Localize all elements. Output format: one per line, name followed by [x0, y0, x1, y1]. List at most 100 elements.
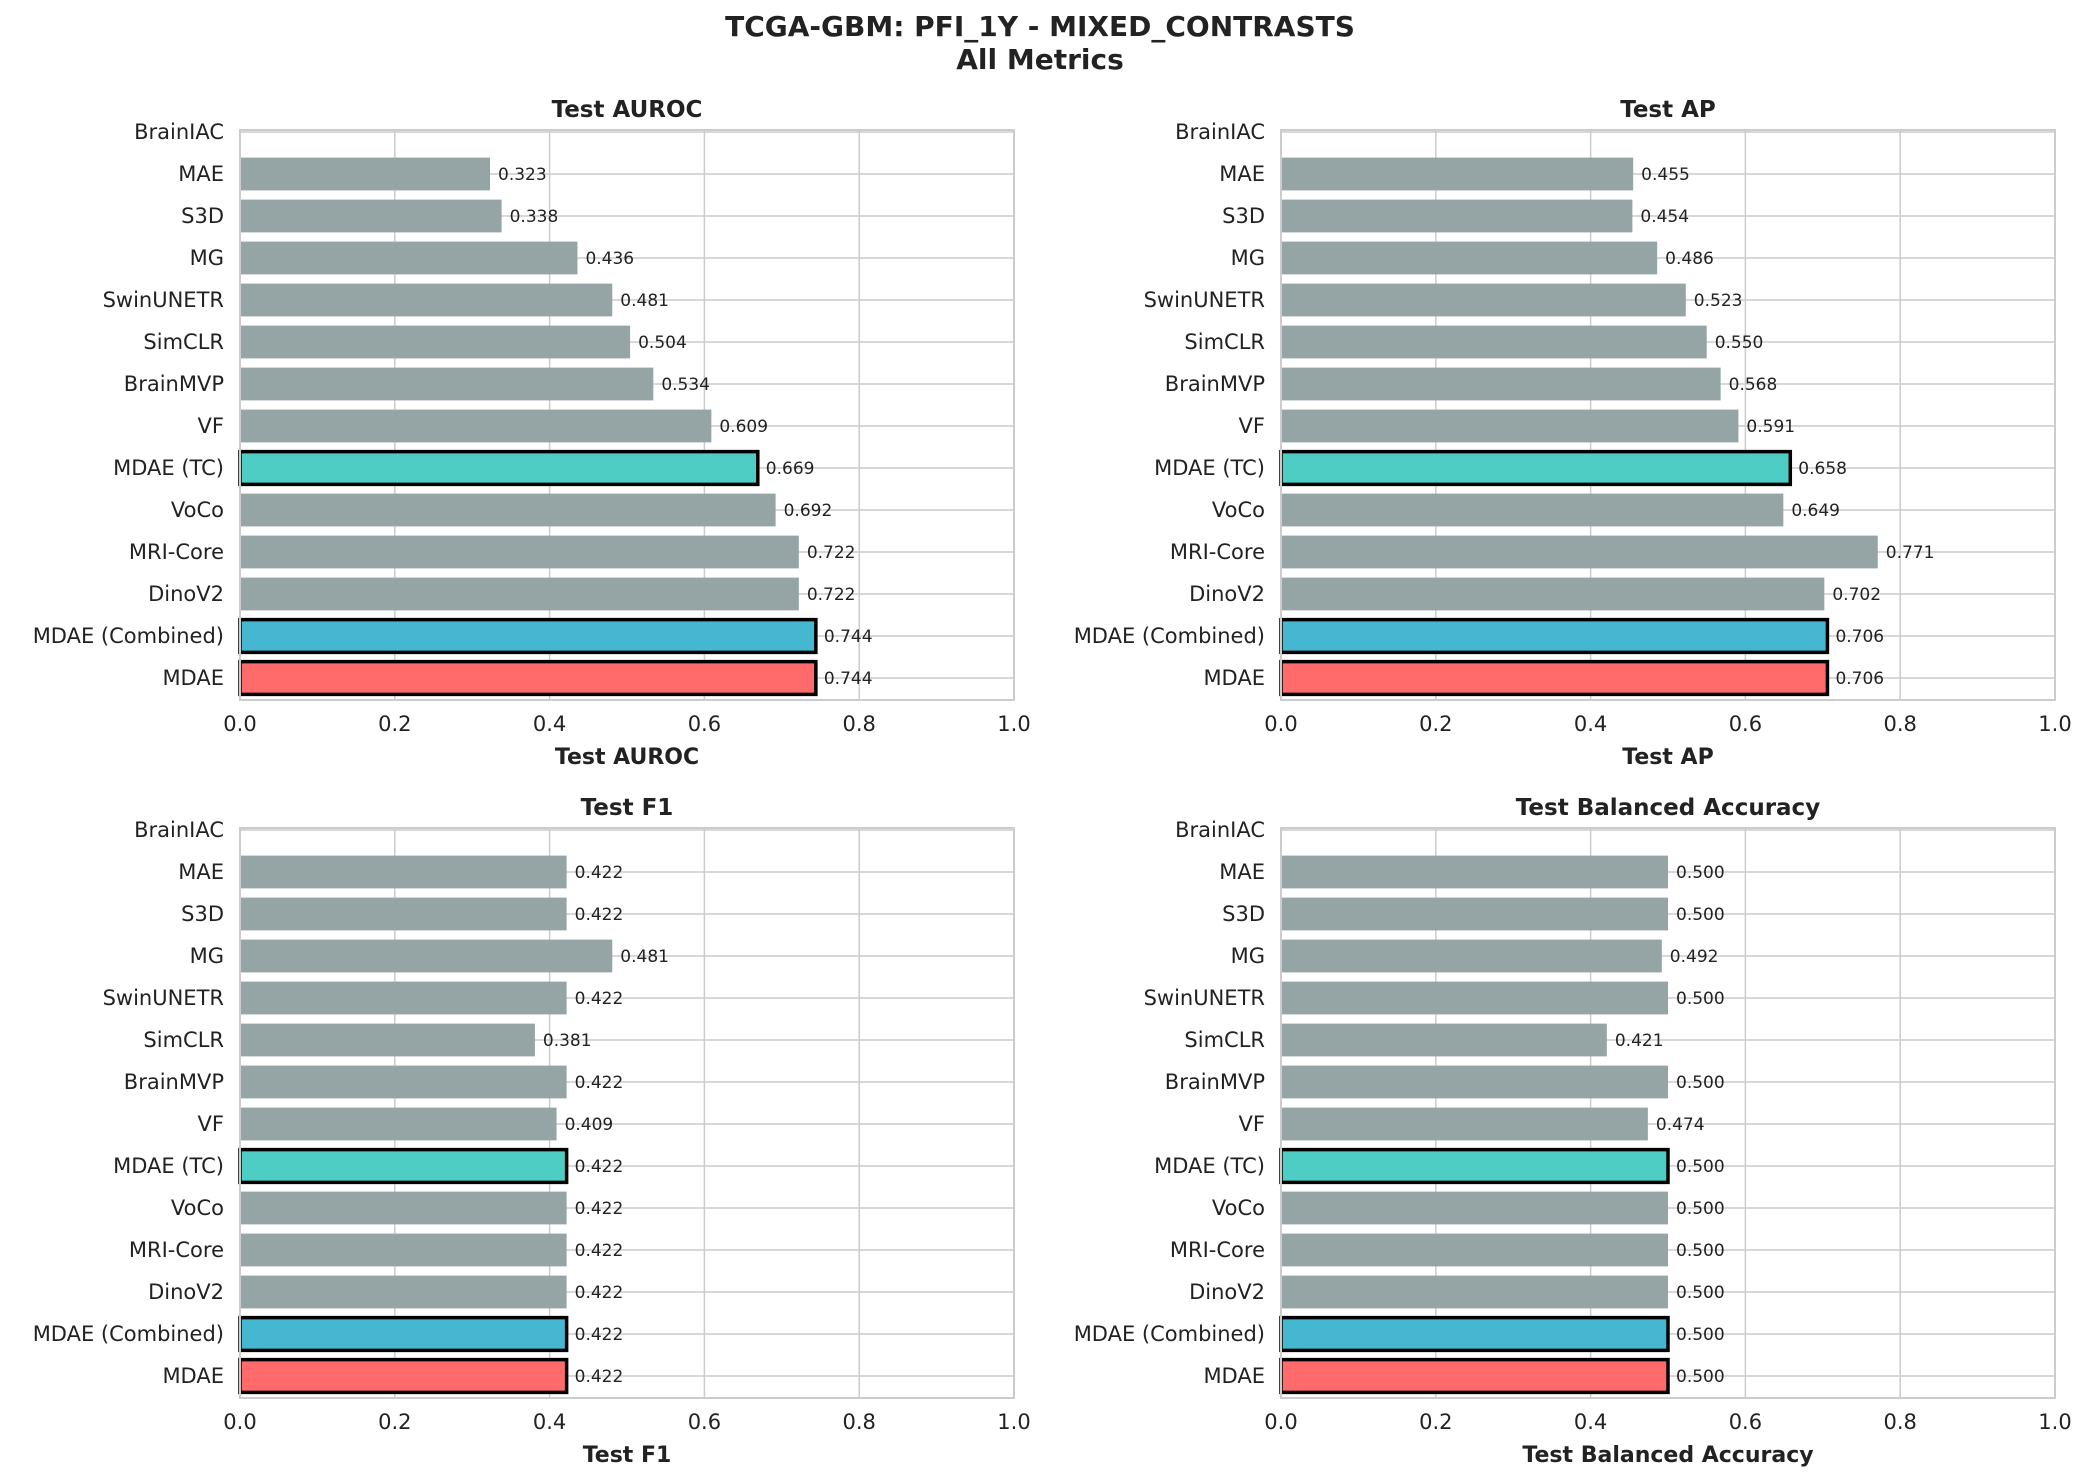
bar-mg	[1281, 939, 1662, 973]
value-label: 0.422	[575, 1367, 624, 1387]
value-label: 0.338	[510, 207, 559, 227]
bar-mdae-tc	[1279, 1147, 1670, 1185]
y-tick-label: BrainIAC	[1175, 120, 1265, 144]
y-tick-label: S3D	[1222, 902, 1265, 926]
x-tick-label: 0.2	[1419, 712, 1452, 736]
bar-simclr	[240, 325, 631, 359]
value-label: 0.500	[1676, 1325, 1725, 1345]
bar-s3d	[1281, 199, 1633, 233]
value-label: 0.744	[824, 627, 873, 647]
value-label: 0.591	[1746, 417, 1795, 437]
bar-brainmvp	[240, 1065, 567, 1099]
x-tick-label: 0.2	[1419, 1410, 1452, 1434]
axes-frame	[239, 129, 1015, 701]
value-label: 0.658	[1798, 459, 1847, 479]
y-tick-label: BrainMVP	[1165, 372, 1265, 396]
y-tick-label: S3D	[181, 902, 224, 926]
bar-voco	[1281, 1191, 1668, 1225]
y-tick-label: S3D	[181, 204, 224, 228]
value-label: 0.422	[575, 1241, 624, 1261]
x-tick-label: 0.0	[223, 712, 256, 736]
chart-panels: 0.323 0.338 0.436 0.481 0.504 0.534 0.609 0.669…	[33, 97, 2072, 1468]
bar-simclr	[1281, 1023, 1607, 1057]
x-tick-label: 0.2	[378, 712, 411, 736]
panel-title: Test AUROC	[552, 97, 703, 123]
value-label: 0.422	[575, 1157, 624, 1177]
y-tick-label: BrainMVP	[124, 372, 224, 396]
value-label: 0.692	[784, 501, 833, 521]
bar-voco	[1281, 493, 1784, 527]
x-tick-label: 0.8	[1883, 1410, 1916, 1434]
y-tick-label: SimCLR	[143, 1028, 224, 1052]
value-label: 0.500	[1676, 1199, 1725, 1219]
x-tick-label: 0.6	[1729, 1410, 1762, 1434]
x-axis-label: Test F1	[583, 1443, 672, 1468]
value-label: 0.500	[1676, 905, 1725, 925]
value-label: 0.422	[575, 1199, 624, 1219]
value-label: 0.492	[1670, 947, 1719, 967]
x-tick-label: 0.6	[688, 1410, 721, 1434]
y-tick-label: VF	[1239, 1112, 1265, 1136]
y-tick-label: MG	[1231, 246, 1265, 270]
value-label: 0.422	[575, 1283, 624, 1303]
bar-mdae-combined	[1279, 1315, 1670, 1353]
panel-title: Test AP	[1620, 97, 1716, 123]
value-label: 0.422	[575, 863, 624, 883]
x-tick-label: 1.0	[997, 1410, 1030, 1434]
value-label: 0.422	[575, 1073, 624, 1093]
y-tick-label: MG	[190, 944, 224, 968]
value-label: 0.500	[1676, 989, 1725, 1009]
value-label: 0.481	[620, 947, 669, 967]
y-tick-label: MDAE (Combined)	[1074, 624, 1265, 648]
bar-mri-core	[240, 535, 799, 569]
bar-voco	[240, 1191, 567, 1225]
y-tick-label: SimCLR	[1184, 1028, 1265, 1052]
y-tick-label: MDAE (Combined)	[1074, 1322, 1265, 1346]
value-label: 0.436	[585, 249, 634, 269]
panel-title: Test F1	[581, 795, 674, 821]
x-axis-label: Test AP	[1622, 745, 1713, 770]
panel-test-auroc: 0.323 0.338 0.436 0.481 0.504 0.534 0.609 0.669…	[33, 97, 1031, 770]
bar-s3d	[240, 199, 502, 233]
bar-mdae-tc	[238, 449, 760, 487]
bar-s3d	[1281, 897, 1668, 931]
y-tick-label: VoCo	[1212, 1196, 1265, 1220]
value-label: 0.568	[1729, 375, 1778, 395]
value-label: 0.481	[620, 291, 669, 311]
bar-dinov2	[240, 577, 799, 611]
axes-frame	[1280, 129, 2056, 701]
y-tick-label: MAE	[1219, 162, 1265, 186]
x-tick-label: 0.4	[1574, 1410, 1607, 1434]
axes-frame	[1280, 827, 2056, 1399]
y-tick-label: MAE	[178, 860, 224, 884]
y-tick-label: MDAE	[162, 1364, 224, 1388]
bar-mdae-combined	[238, 1315, 569, 1353]
value-label: 0.421	[1615, 1031, 1664, 1051]
x-tick-label: 0.4	[533, 1410, 566, 1434]
value-label: 0.744	[824, 669, 873, 689]
value-label: 0.500	[1676, 1241, 1725, 1261]
y-tick-label: BrainMVP	[124, 1070, 224, 1094]
value-label: 0.422	[575, 989, 624, 1009]
value-label: 0.455	[1641, 165, 1690, 185]
y-tick-label: DinoV2	[148, 582, 224, 606]
y-tick-label: VF	[198, 414, 224, 438]
figure-title-line2: All Metrics	[956, 43, 1124, 76]
y-tick-label: MDAE (TC)	[113, 456, 224, 480]
value-label: 0.422	[575, 1325, 624, 1345]
bar-mg	[1281, 241, 1658, 275]
value-label: 0.323	[498, 165, 547, 185]
bar-brainmvp	[1281, 1065, 1668, 1099]
bar-swinunetr	[1281, 283, 1686, 317]
panel-test-ap: 0.455 0.454 0.486 0.523 0.550 0.568 0.591 0.658…	[1074, 97, 2072, 770]
axes-frame	[239, 827, 1015, 1399]
y-tick-label: BrainIAC	[134, 818, 224, 842]
value-label: 0.454	[1640, 207, 1689, 227]
y-tick-label: SimCLR	[1184, 330, 1265, 354]
x-tick-label: 1.0	[2038, 1410, 2071, 1434]
x-axis-label: Test AUROC	[555, 745, 699, 770]
bar-mri-core	[1281, 535, 1878, 569]
bar-mdae	[1279, 659, 1830, 697]
value-label: 0.500	[1676, 1283, 1725, 1303]
